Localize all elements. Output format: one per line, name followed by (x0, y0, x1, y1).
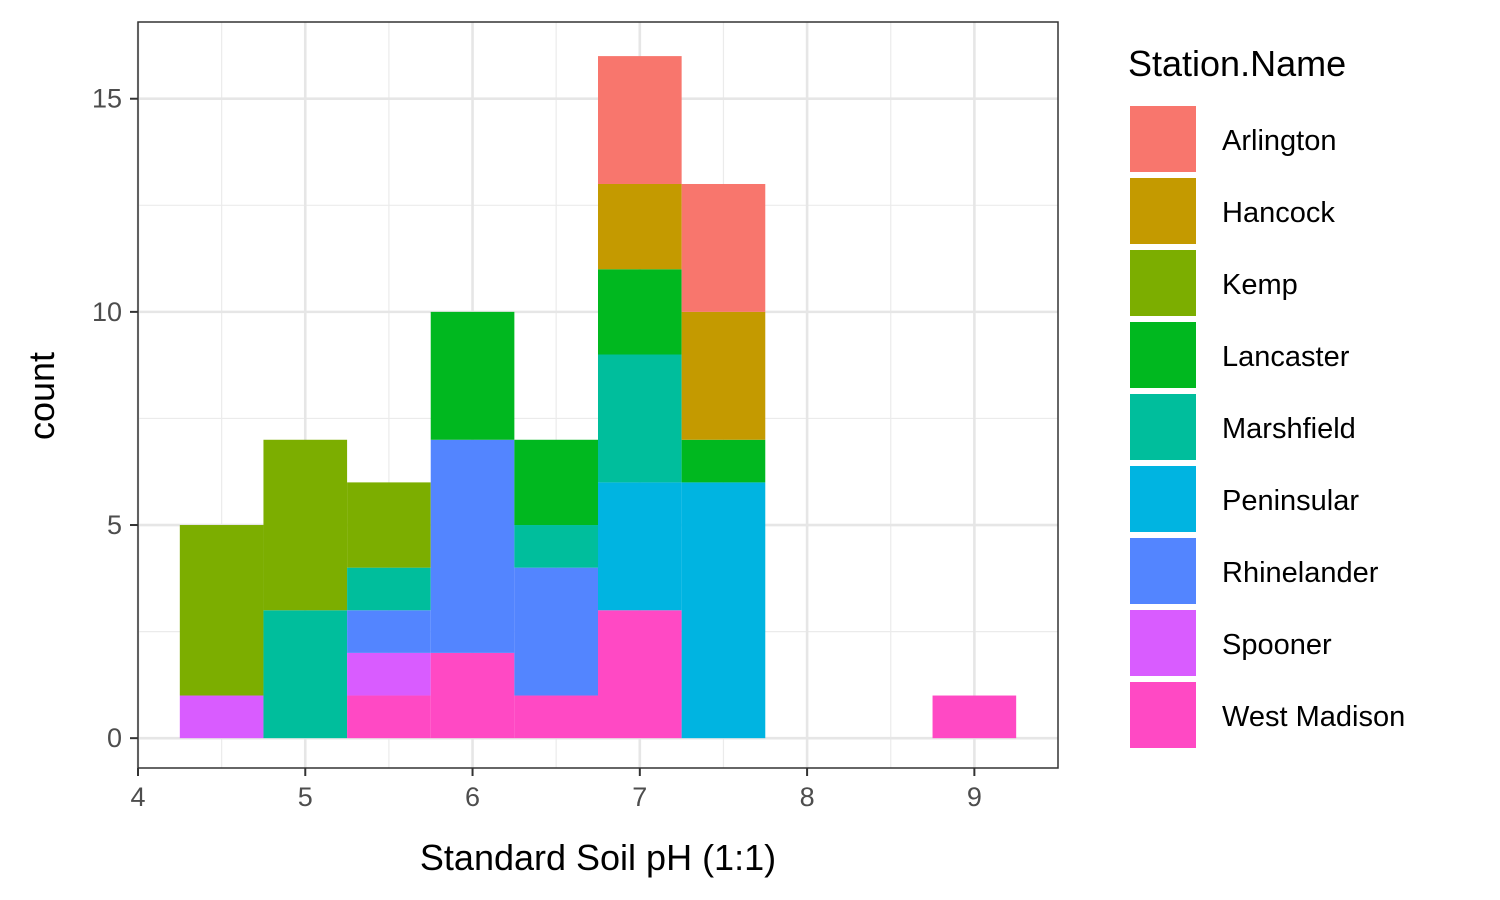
legend-label: Spooner (1222, 629, 1332, 661)
bar-segment (681, 311, 766, 440)
y-axis-title: count (21, 352, 62, 440)
x-tick-label: 8 (800, 782, 815, 812)
bar-segment (514, 567, 598, 696)
y-axis: 0 5 10 15 (92, 84, 138, 753)
legend: Station.Name Arlington Hancock Kemp Lancast… (1128, 43, 1405, 748)
bar-segment (681, 183, 766, 312)
bar-segment (179, 525, 264, 696)
bar-segment (263, 610, 348, 739)
x-tick-label: 4 (130, 782, 145, 812)
legend-label: Marshfield (1222, 413, 1356, 445)
y-tick-label: 10 (92, 297, 122, 327)
x-tick-label: 9 (967, 782, 982, 812)
bar-segment (347, 482, 431, 568)
bar-segment (598, 56, 682, 184)
legend-label: Kemp (1222, 269, 1298, 301)
x-axis-title: Standard Soil pH (1:1) (420, 837, 776, 878)
legend-key (1130, 610, 1196, 676)
legend-key (1130, 394, 1196, 460)
bar-segment (514, 525, 598, 568)
bar-segment (179, 695, 264, 739)
legend-key (1130, 106, 1196, 172)
x-tick-label: 6 (465, 782, 480, 812)
bar-segment (514, 695, 598, 739)
y-tick-label: 0 (107, 723, 122, 753)
bar-segment (598, 610, 682, 739)
bar-segment (681, 439, 766, 483)
bar-segment (430, 439, 515, 653)
bar-segment (598, 269, 682, 355)
bar-segment (598, 354, 682, 483)
legend-key (1130, 466, 1196, 532)
bar-segment (347, 567, 431, 611)
x-tick-label: 7 (632, 782, 647, 812)
legend-title: Station.Name (1128, 43, 1346, 84)
legend-key (1130, 682, 1196, 748)
bar-segment (514, 439, 598, 526)
legend-label: Hancock (1222, 197, 1335, 229)
legend-key (1130, 178, 1196, 244)
legend-label: Peninsular (1222, 485, 1359, 517)
x-tick-label: 5 (298, 782, 313, 812)
bar-segment (347, 610, 431, 653)
histogram-bars (179, 56, 1017, 739)
bar-segment (598, 482, 682, 611)
bar-segment (347, 652, 431, 696)
x-axis: 4 5 6 7 8 9 (130, 768, 982, 812)
bar-segment (932, 695, 1017, 739)
legend-label: Lancaster (1222, 341, 1350, 373)
legend-key (1130, 538, 1196, 604)
bar-segment (598, 183, 682, 270)
legend-key (1130, 250, 1196, 316)
y-tick-label: 5 (107, 510, 122, 540)
bar-segment (263, 439, 348, 611)
legend-label: Rhinelander (1222, 557, 1379, 589)
legend-items: Arlington Hancock Kemp Lancaster Marshfield P… (1130, 106, 1405, 748)
bar-segment (347, 695, 431, 739)
legend-label: Arlington (1222, 125, 1336, 157)
bar-segment (430, 311, 515, 440)
bar-segment (430, 652, 515, 739)
legend-label: West Madison (1222, 701, 1405, 733)
y-tick-label: 15 (92, 84, 122, 114)
plot-panel-border (137, 21, 1059, 769)
bar-segment (681, 482, 766, 739)
legend-key (1130, 322, 1196, 388)
